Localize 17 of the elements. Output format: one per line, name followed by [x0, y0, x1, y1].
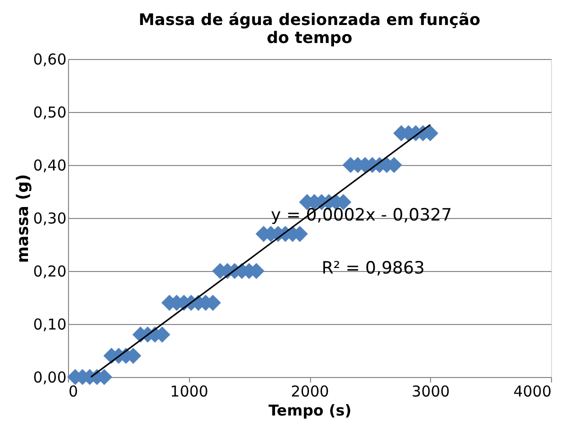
x-tick-label: 1000: [170, 382, 208, 400]
y-axis-title: massa (g): [13, 174, 32, 263]
y-tick-label: 0,30: [33, 210, 66, 228]
x-tick-label: 2000: [290, 382, 330, 400]
annotation: y = 0,0002x - 0,0327: [270, 205, 452, 226]
y-tick-label: 0,40: [33, 156, 66, 174]
y-tick-label: 0,50: [33, 104, 66, 122]
annotation: R² = 0,9863: [322, 258, 425, 278]
y-tick-label: 0,00: [33, 368, 66, 386]
x-tick-label: 3000: [412, 382, 450, 400]
x-axis-title: Tempo (s): [268, 402, 352, 420]
y-tick-label: 0,60: [33, 50, 66, 68]
chart-title: Massa de água desionzada em função do tempo: [138, 10, 480, 47]
x-tick-label: 0: [68, 382, 78, 400]
x-tick-label: 4000: [513, 382, 552, 400]
y-tick-label: 0,10: [33, 316, 66, 334]
y-tick-label: 0,20: [33, 262, 66, 280]
